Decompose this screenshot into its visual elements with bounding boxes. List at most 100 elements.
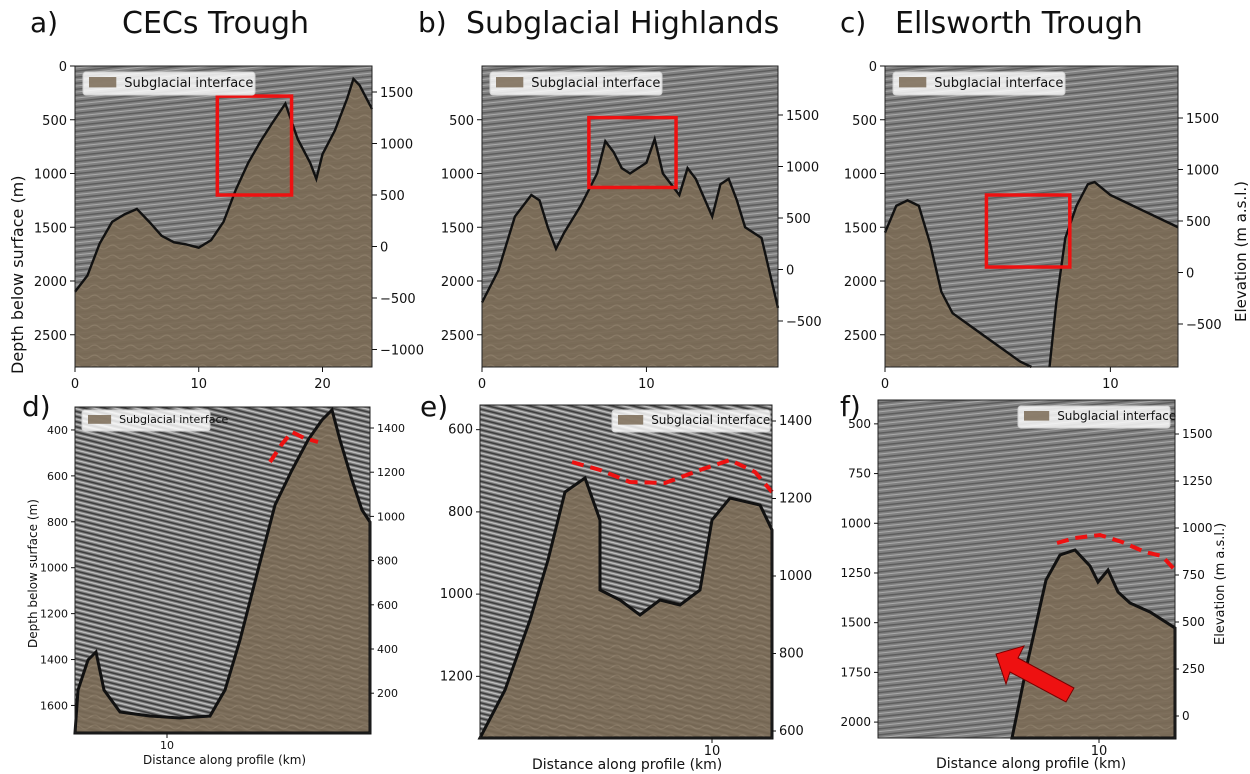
panel-f-arrow bbox=[995, 645, 1075, 703]
panel-c-rtick: 1500 bbox=[1186, 112, 1219, 127]
panel-d-ytick: 400 bbox=[47, 424, 68, 437]
panel-b-ytick: 1000 bbox=[441, 168, 474, 183]
panel-d-ytick: 1600 bbox=[40, 699, 68, 712]
panel-f-legend-text: Subglacial interface bbox=[1057, 409, 1176, 423]
panel-f-legend-box bbox=[1017, 405, 1171, 429]
panel-e-frame bbox=[479, 404, 773, 739]
panel-f-rtick: 0 bbox=[1182, 709, 1190, 723]
panel-f-interpreted-horizon bbox=[1056, 532, 1177, 572]
panel-c-legend-text: Subglacial interface bbox=[934, 76, 1063, 91]
panel-b-frame bbox=[481, 65, 779, 368]
panel-c-bed-right-fill bbox=[1049, 182, 1178, 367]
panel-b-legend: Subglacial interface bbox=[489, 71, 663, 96]
panel-f-letter: f) bbox=[840, 390, 861, 423]
panel-a-xtick: 20 bbox=[314, 377, 331, 392]
panel-f-rtick: 500 bbox=[1182, 615, 1205, 629]
panel-e-rtick: 1200 bbox=[779, 492, 812, 507]
panel-b-rtick: 1500 bbox=[786, 109, 819, 124]
panel-a-title: CECs Trough bbox=[122, 6, 310, 41]
panel-f-rtick: 750 bbox=[1182, 568, 1205, 582]
panel-f-ytick: 1500 bbox=[840, 616, 871, 630]
panel-f-ytick: 1000 bbox=[840, 516, 871, 530]
panel-e-legend-text: Subglacial interface bbox=[651, 413, 770, 427]
panel-b-legend-box bbox=[489, 71, 663, 96]
panel-c-ytick: 0 bbox=[869, 60, 877, 75]
panel-d-rtick: 600 bbox=[377, 599, 398, 612]
panel-d-rtick: 400 bbox=[377, 643, 398, 656]
panel-c-ytick: 2500 bbox=[844, 329, 877, 344]
panel-a-frame bbox=[74, 65, 373, 368]
panel-c-legend-box bbox=[892, 71, 1066, 96]
panel-d-rtick: 1000 bbox=[377, 510, 405, 523]
panel-c-highlight-box bbox=[984, 193, 1072, 269]
panel-c-legend-swatch bbox=[899, 77, 927, 88]
panel-e-bed bbox=[477, 475, 774, 740]
panel-c-rtick: 500 bbox=[1186, 215, 1211, 230]
panel-e-ytick: 1200 bbox=[440, 669, 473, 684]
panel-f-ytick: 1250 bbox=[840, 566, 871, 580]
panel-f-ytick: 1750 bbox=[840, 665, 871, 679]
panel-d-rtick: 1400 bbox=[377, 422, 405, 435]
panel-d-ytick: 600 bbox=[47, 470, 68, 483]
panel-a-ytick: 0 bbox=[59, 60, 67, 75]
panel-c-title: Ellsworth Trough bbox=[895, 6, 1143, 41]
panel-d-legend: Subglacial interface bbox=[81, 409, 229, 432]
panel-c-ytick: 1500 bbox=[844, 221, 877, 236]
panel-a-rtick: 1500 bbox=[380, 86, 413, 101]
panel-c-frame bbox=[884, 65, 1179, 368]
panel-a-xtick: 10 bbox=[190, 377, 207, 392]
panel-b-letter: b) bbox=[418, 6, 447, 39]
panel-f-rtick: 1250 bbox=[1182, 474, 1213, 488]
panel-c-bed-left-line bbox=[883, 199, 1033, 369]
panel-a-rtick: 0 bbox=[380, 241, 388, 256]
distance-axis-label-e: Distance along profile (km) bbox=[532, 757, 723, 773]
panel-e-legend: Subglacial interface bbox=[611, 409, 771, 433]
panel-c-ytick: 2000 bbox=[844, 275, 877, 290]
panel-d-rtick: 1200 bbox=[377, 466, 405, 479]
panel-d-legend-box bbox=[81, 409, 211, 432]
panel-d-xtick: 10 bbox=[160, 739, 174, 752]
panel-a-rtick: −1000 bbox=[380, 344, 424, 359]
panel-b-legend-text: Subglacial interface bbox=[531, 76, 660, 91]
panel-e-rtick: 600 bbox=[779, 724, 804, 739]
panel-c-bed-right-line bbox=[1048, 180, 1179, 368]
panel-b-rtick: 1000 bbox=[786, 161, 819, 176]
panel-b-ytick: 1500 bbox=[441, 221, 474, 236]
panel-f-legend: Subglacial interface bbox=[1017, 405, 1176, 429]
panel-b-bed-fill bbox=[482, 139, 778, 367]
panel-b-title: Subglacial Highlands bbox=[466, 6, 780, 41]
panel-c-rtick: −500 bbox=[1186, 318, 1222, 333]
panel-a-bed-line bbox=[74, 76, 374, 293]
panel-f-ytick: 2000 bbox=[840, 715, 871, 729]
panel-f-rtick: 1500 bbox=[1182, 427, 1213, 441]
panel-a-ytick: 2000 bbox=[34, 275, 67, 290]
panel-b-ytick: 500 bbox=[449, 114, 474, 129]
panel-c-rtick: 0 bbox=[1186, 267, 1194, 282]
panel-e-legend-swatch bbox=[618, 415, 644, 425]
panel-e-legend-box bbox=[611, 409, 771, 433]
panel-d-ytick: 1000 bbox=[40, 562, 68, 575]
panel-a-ytick: 2500 bbox=[34, 329, 67, 344]
panel-d-legend-swatch bbox=[88, 415, 112, 424]
panel-e-ytick: 600 bbox=[448, 423, 473, 438]
panel-f-rtick: 250 bbox=[1182, 662, 1205, 676]
panel-e-ytick: 800 bbox=[448, 505, 473, 520]
panel-d-rtick: 200 bbox=[377, 687, 398, 700]
distance-axis-label-f: Distance along profile (km) bbox=[936, 756, 1127, 772]
panel-b-rtick: 0 bbox=[786, 264, 794, 279]
panel-e-interpreted-horizon bbox=[571, 457, 774, 494]
panel-a-legend: Subglacial interface bbox=[82, 71, 256, 96]
panel-a-rtick: 1000 bbox=[380, 138, 413, 153]
panel-f-xtick: 10 bbox=[1091, 744, 1108, 759]
panel-c-ytick: 1000 bbox=[844, 168, 877, 183]
panel-f-ytick: 750 bbox=[848, 467, 871, 481]
panel-c-ytick: 500 bbox=[852, 114, 877, 129]
panel-e-letter: e) bbox=[420, 390, 449, 423]
panel-a-letter: a) bbox=[30, 6, 59, 39]
panel-a-legend-box bbox=[82, 71, 256, 96]
panel-d-ytick: 1400 bbox=[40, 654, 68, 667]
panel-b-highlight-box bbox=[587, 115, 678, 190]
panel-a-xtick: 0 bbox=[71, 377, 79, 392]
panel-f-frame bbox=[877, 399, 1176, 739]
panel-b-xtick: 10 bbox=[638, 377, 655, 392]
